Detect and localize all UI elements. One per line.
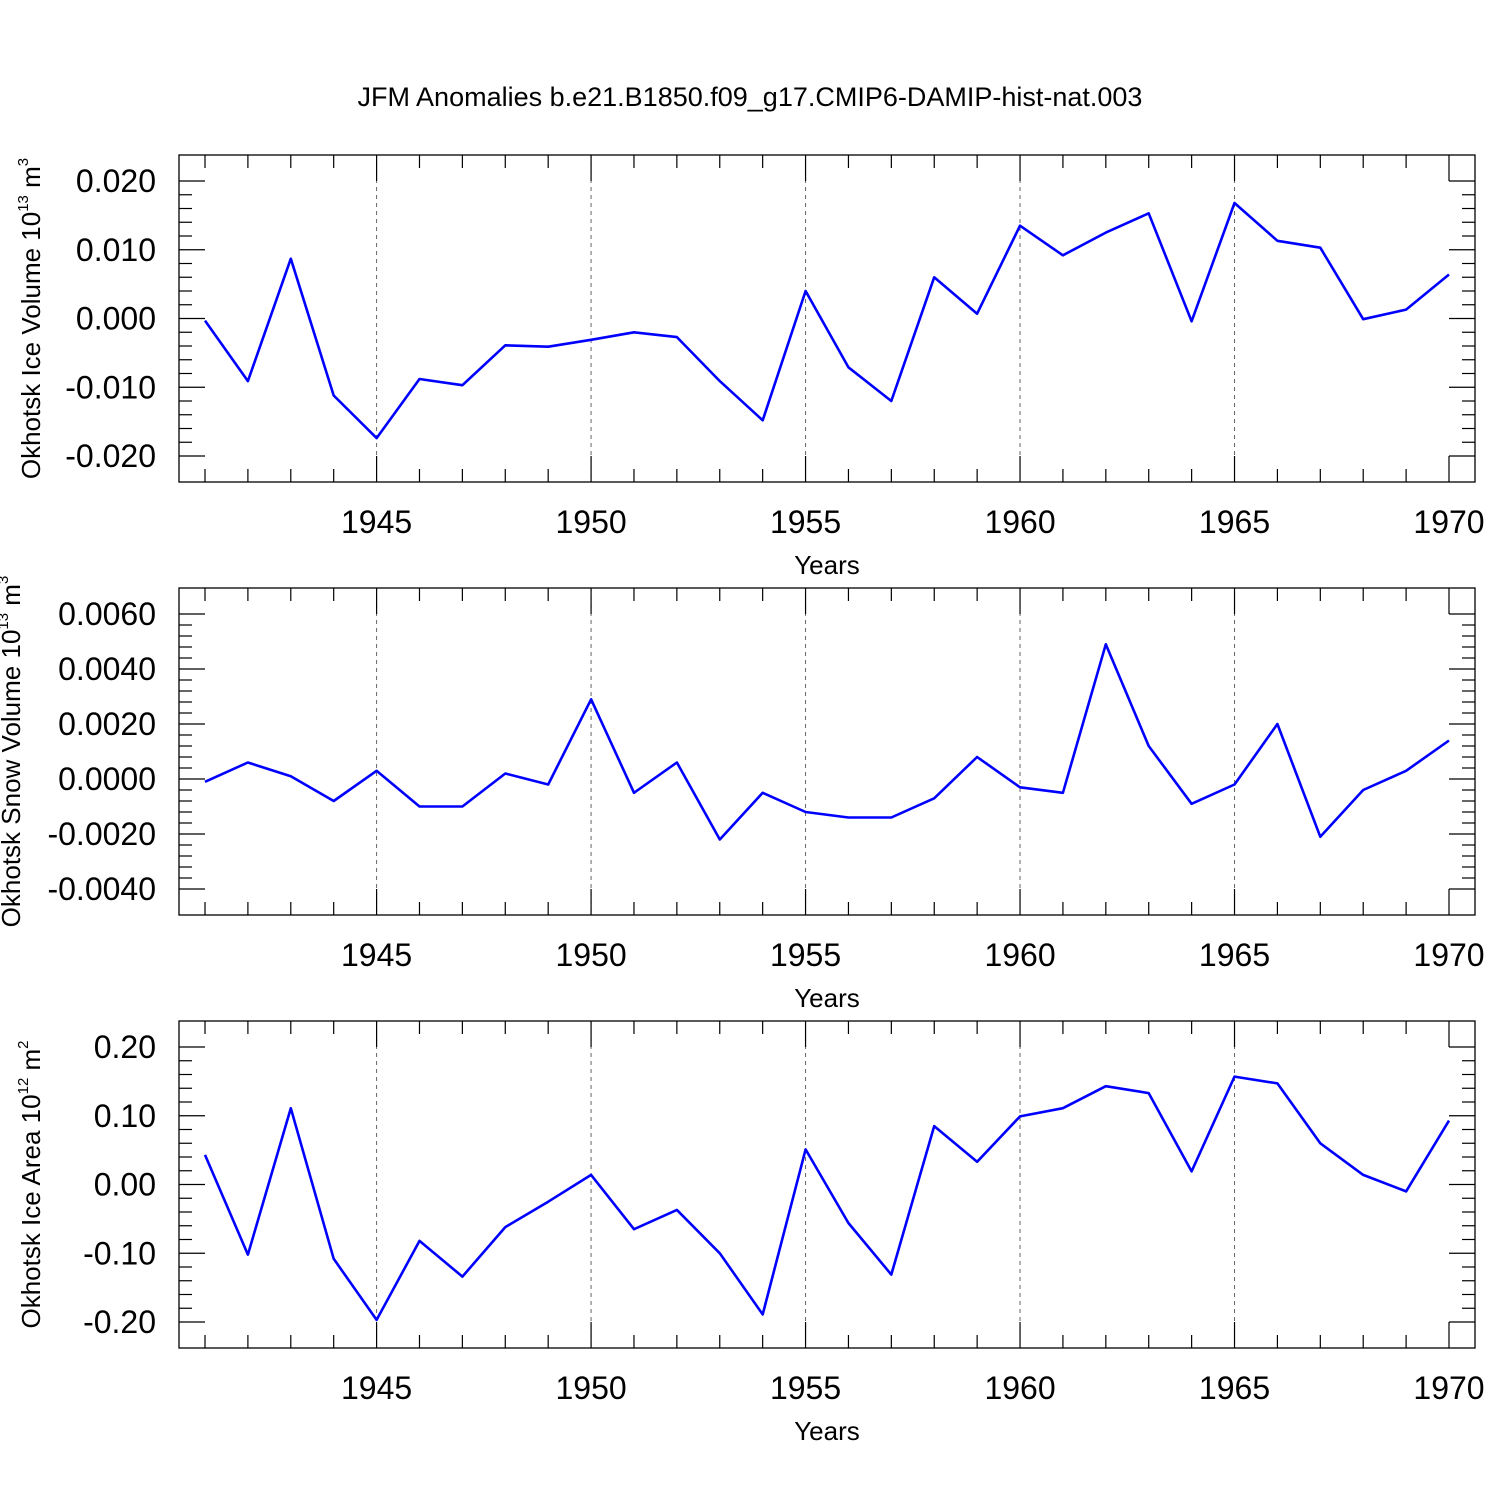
series-line: [203, 1075, 1451, 1322]
y-tick-label: 0.0040: [58, 651, 156, 687]
x-tick-label: 1945: [341, 1370, 412, 1406]
x-axis-label: Years: [794, 550, 860, 580]
y-tick-label: -0.0040: [47, 871, 156, 907]
y-tick-label: 0.00: [94, 1167, 156, 1203]
y-tick-label: 0.000: [76, 301, 156, 337]
y-tick-label: -0.020: [65, 438, 156, 474]
x-tick-label: 1970: [1413, 504, 1484, 540]
x-tick-label: 1970: [1413, 937, 1484, 973]
y-tick-label: 0.10: [94, 1098, 156, 1134]
x-tick-label: 1950: [555, 937, 626, 973]
y-tick-label: 0.010: [76, 232, 156, 268]
y-tick-label: -0.010: [65, 369, 156, 405]
panel-3: -0.20 -0.10 0.00 0.10 0.20 1945 1950 1955 1960 19…: [15, 1020, 1485, 1446]
x-tick-label: 1965: [1199, 1370, 1270, 1406]
x-tick-label: 1945: [341, 937, 412, 973]
plot-frame: [178, 154, 1476, 483]
x-tick-label: 1965: [1199, 504, 1270, 540]
chart-title: JFM Anomalies b.e21.B1850.f09_g17.CMIP6-…: [358, 82, 1143, 112]
y-tick-label: 0.0000: [58, 761, 156, 797]
x-tick-label: 1965: [1199, 937, 1270, 973]
panel-2: -0.0040 -0.0020 0.0000 0.0020 0.0040 0.0060 19…: [0, 576, 1485, 1013]
series-line: [204, 642, 1450, 841]
y-axis-label: Okhotsk Ice Area 1012 m2: [15, 1040, 46, 1328]
y-tick-label: 0.0060: [58, 596, 156, 632]
panel-1: -0.020 -0.010 0.000 0.010 0.020 1945 1950 1955 1…: [15, 154, 1485, 580]
y-tick-label: 0.020: [76, 163, 156, 199]
y-axis-label: Okhotsk Ice Volume 1013 m3: [15, 158, 46, 479]
y-tick-label: 0.20: [94, 1029, 156, 1065]
x-tick-label: 1945: [341, 504, 412, 540]
x-tick-label: 1955: [770, 504, 841, 540]
x-tick-label: 1960: [984, 937, 1055, 973]
x-axis-label: Years: [794, 1416, 860, 1446]
plot-frame: [178, 587, 1476, 916]
x-tick-label: 1955: [770, 1370, 841, 1406]
y-tick-label: -0.0020: [47, 816, 156, 852]
y-tick-label: -0.10: [83, 1235, 156, 1271]
x-tick-label: 1955: [770, 937, 841, 973]
x-tick-label: 1970: [1413, 1370, 1484, 1406]
y-axis-label: Okhotsk Snow Volume 1013 m3: [0, 576, 26, 928]
y-tick-label: 0.0020: [58, 706, 156, 742]
y-tick-label: -0.20: [83, 1304, 156, 1340]
x-tick-label: 1960: [984, 1370, 1055, 1406]
x-axis-label: Years: [794, 983, 860, 1013]
x-tick-label: 1960: [984, 504, 1055, 540]
x-tick-label: 1950: [555, 504, 626, 540]
series-line: [203, 201, 1450, 440]
x-tick-label: 1950: [555, 1370, 626, 1406]
